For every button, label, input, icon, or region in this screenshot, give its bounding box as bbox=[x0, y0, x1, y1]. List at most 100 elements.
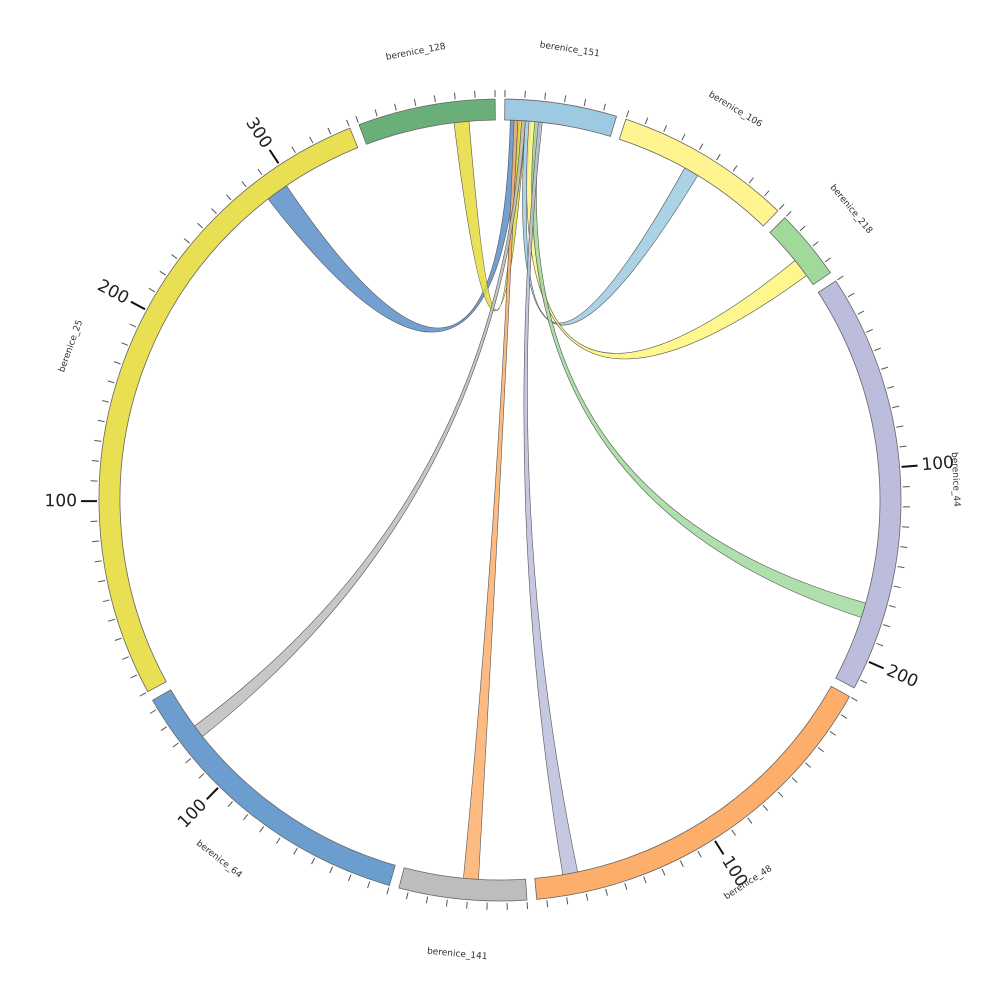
minor-tick bbox=[860, 679, 868, 684]
minor-tick bbox=[876, 642, 884, 647]
minor-tick bbox=[259, 826, 265, 833]
minor-tick bbox=[887, 385, 895, 389]
minor-tick bbox=[413, 98, 417, 107]
minor-tick bbox=[348, 874, 352, 882]
minor-tick bbox=[291, 146, 296, 154]
minor-tick bbox=[185, 758, 192, 764]
minor-tick bbox=[129, 323, 137, 328]
segment-name: berenice_128 bbox=[385, 42, 447, 63]
minor-tick bbox=[113, 361, 121, 365]
minor-tick bbox=[293, 848, 298, 855]
segment-arc bbox=[769, 217, 831, 286]
minor-tick bbox=[309, 136, 314, 144]
minor-tick bbox=[94, 560, 102, 563]
segment-arc bbox=[504, 98, 618, 137]
minor-tick bbox=[731, 829, 737, 836]
minor-tick bbox=[445, 899, 448, 907]
minor-tick bbox=[122, 656, 129, 660]
tick-label: 100 bbox=[45, 491, 78, 511]
minor-tick bbox=[98, 579, 106, 583]
minor-tick bbox=[425, 896, 429, 904]
minor-tick bbox=[355, 115, 359, 123]
minor-tick bbox=[812, 241, 819, 247]
minor-tick bbox=[275, 837, 281, 844]
minor-tick bbox=[97, 419, 105, 423]
minor-tick bbox=[94, 439, 102, 442]
segment-name: berenice_44 bbox=[949, 452, 961, 508]
minor-tick bbox=[893, 585, 901, 589]
minor-tick bbox=[896, 425, 904, 428]
minor-tick bbox=[172, 742, 179, 748]
minor-tick bbox=[130, 674, 138, 679]
minor-tick bbox=[883, 624, 891, 628]
minor-tick bbox=[102, 400, 110, 403]
minor-tick bbox=[762, 804, 769, 811]
minor-tick bbox=[785, 211, 792, 217]
minor-tick bbox=[643, 876, 647, 884]
minor-tick bbox=[837, 275, 844, 281]
minor-tick bbox=[139, 692, 147, 697]
minor-tick bbox=[866, 328, 874, 333]
minor-tick bbox=[697, 850, 702, 858]
minor-tick bbox=[583, 98, 587, 107]
minor-tick bbox=[716, 153, 721, 161]
chord bbox=[523, 121, 578, 876]
minor-tick bbox=[149, 709, 157, 714]
minor-tick bbox=[840, 714, 848, 719]
minor-tick bbox=[661, 868, 666, 876]
minor-tick bbox=[732, 165, 738, 172]
segment-arc bbox=[398, 867, 528, 902]
minor-tick bbox=[874, 347, 881, 352]
minor-tick bbox=[566, 897, 569, 905]
links bbox=[194, 119, 867, 880]
minor-tick bbox=[405, 892, 409, 900]
minor-tick bbox=[605, 888, 608, 896]
minor-tick bbox=[624, 883, 628, 891]
tick-label: 200 bbox=[883, 661, 921, 692]
minor-tick bbox=[433, 95, 436, 103]
minor-tick bbox=[857, 310, 865, 315]
tick-label: 300 bbox=[241, 114, 276, 152]
minor-tick bbox=[311, 857, 316, 865]
minor-tick bbox=[227, 801, 233, 808]
segment-name: berenice_25 bbox=[57, 319, 85, 374]
minor-tick bbox=[327, 127, 332, 135]
segment-name: berenice_64 bbox=[194, 839, 244, 881]
minor-tick bbox=[679, 860, 684, 867]
minor-tick bbox=[546, 900, 549, 908]
minor-tick bbox=[892, 405, 900, 409]
minor-tick bbox=[367, 881, 371, 889]
chord bbox=[531, 121, 867, 618]
tick-label: 100 bbox=[921, 453, 955, 476]
segment-name: berenice_141 bbox=[427, 947, 488, 963]
minor-tick bbox=[107, 380, 115, 384]
minor-tick bbox=[241, 181, 247, 188]
segment-arc bbox=[358, 98, 496, 145]
minor-tick bbox=[799, 225, 806, 232]
minor-tick bbox=[394, 103, 397, 111]
minor-tick bbox=[777, 791, 784, 798]
minor-tick bbox=[466, 901, 468, 909]
minor-tick bbox=[603, 103, 606, 111]
tick-label: 200 bbox=[94, 276, 132, 309]
minor-tick bbox=[747, 817, 753, 824]
minor-tick bbox=[881, 366, 889, 370]
minor-tick bbox=[374, 109, 378, 117]
major-tick bbox=[206, 787, 219, 800]
minor-tick bbox=[847, 292, 855, 298]
minor-tick bbox=[829, 730, 836, 736]
minor-tick bbox=[897, 565, 905, 569]
major-tick bbox=[901, 464, 918, 468]
major-tick bbox=[868, 661, 885, 670]
minor-tick bbox=[183, 238, 190, 244]
minor-tick bbox=[346, 119, 350, 127]
segment-arc bbox=[534, 685, 851, 900]
minor-tick bbox=[386, 887, 390, 895]
major-tick bbox=[714, 840, 725, 855]
minor-tick bbox=[225, 194, 232, 201]
segment-name: berenice_218 bbox=[828, 183, 875, 236]
minor-tick bbox=[585, 893, 589, 901]
minor-tick bbox=[888, 604, 896, 608]
minor-tick bbox=[108, 618, 116, 622]
minor-tick bbox=[805, 762, 812, 768]
